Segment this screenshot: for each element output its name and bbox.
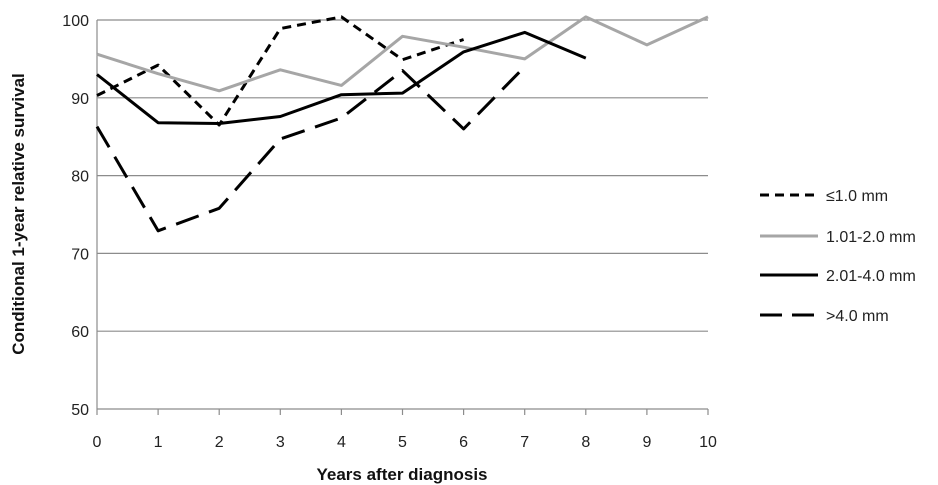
legend-label-1: 1.01-2.0 mm — [826, 229, 916, 246]
series-lines — [95, 15, 709, 233]
legend-label-3: >4.0 mm — [826, 308, 889, 325]
x-tick-label: 6 — [459, 434, 468, 451]
x-tick-label: 1 — [154, 434, 163, 451]
y-tick-label: 70 — [71, 246, 89, 263]
series-line-2 — [96, 30, 587, 125]
x-tick-label: 5 — [398, 434, 407, 451]
x-tick-label: 2 — [215, 434, 224, 451]
legend-label-2: 2.01-4.0 mm — [826, 268, 916, 285]
y-tick-labels: 50 60 70 80 90 100 — [62, 13, 89, 419]
y-tick-label: 100 — [62, 13, 89, 30]
legend: ≤1.0 mm 1.01-2.0 mm 2.01-4.0 mm >4.0 mm — [760, 188, 916, 325]
series-line-1 — [96, 15, 709, 93]
series-line-3 — [95, 65, 526, 233]
y-axis-title: Conditional 1-year relative survival — [9, 73, 28, 355]
x-tick-labels: 0 1 2 3 4 5 6 7 8 9 10 — [93, 434, 717, 451]
y-tick-label: 90 — [71, 91, 89, 108]
x-tick-label: 8 — [581, 434, 590, 451]
y-tick-label: 80 — [71, 169, 89, 186]
y-tick-label: 60 — [71, 324, 89, 341]
series-line-0 — [96, 15, 465, 127]
x-tick-label: 4 — [337, 434, 346, 451]
x-tick-label: 10 — [699, 434, 717, 451]
x-tick-label: 9 — [642, 434, 651, 451]
x-tick-label: 7 — [520, 434, 529, 451]
y-tick-label: 50 — [71, 402, 89, 419]
gridlines — [96, 19, 709, 415]
legend-label-0: ≤1.0 mm — [826, 188, 888, 205]
x-axis-title: Years after diagnosis — [316, 465, 487, 484]
x-tick-label: 3 — [276, 434, 285, 451]
x-tick-label: 0 — [93, 434, 102, 451]
